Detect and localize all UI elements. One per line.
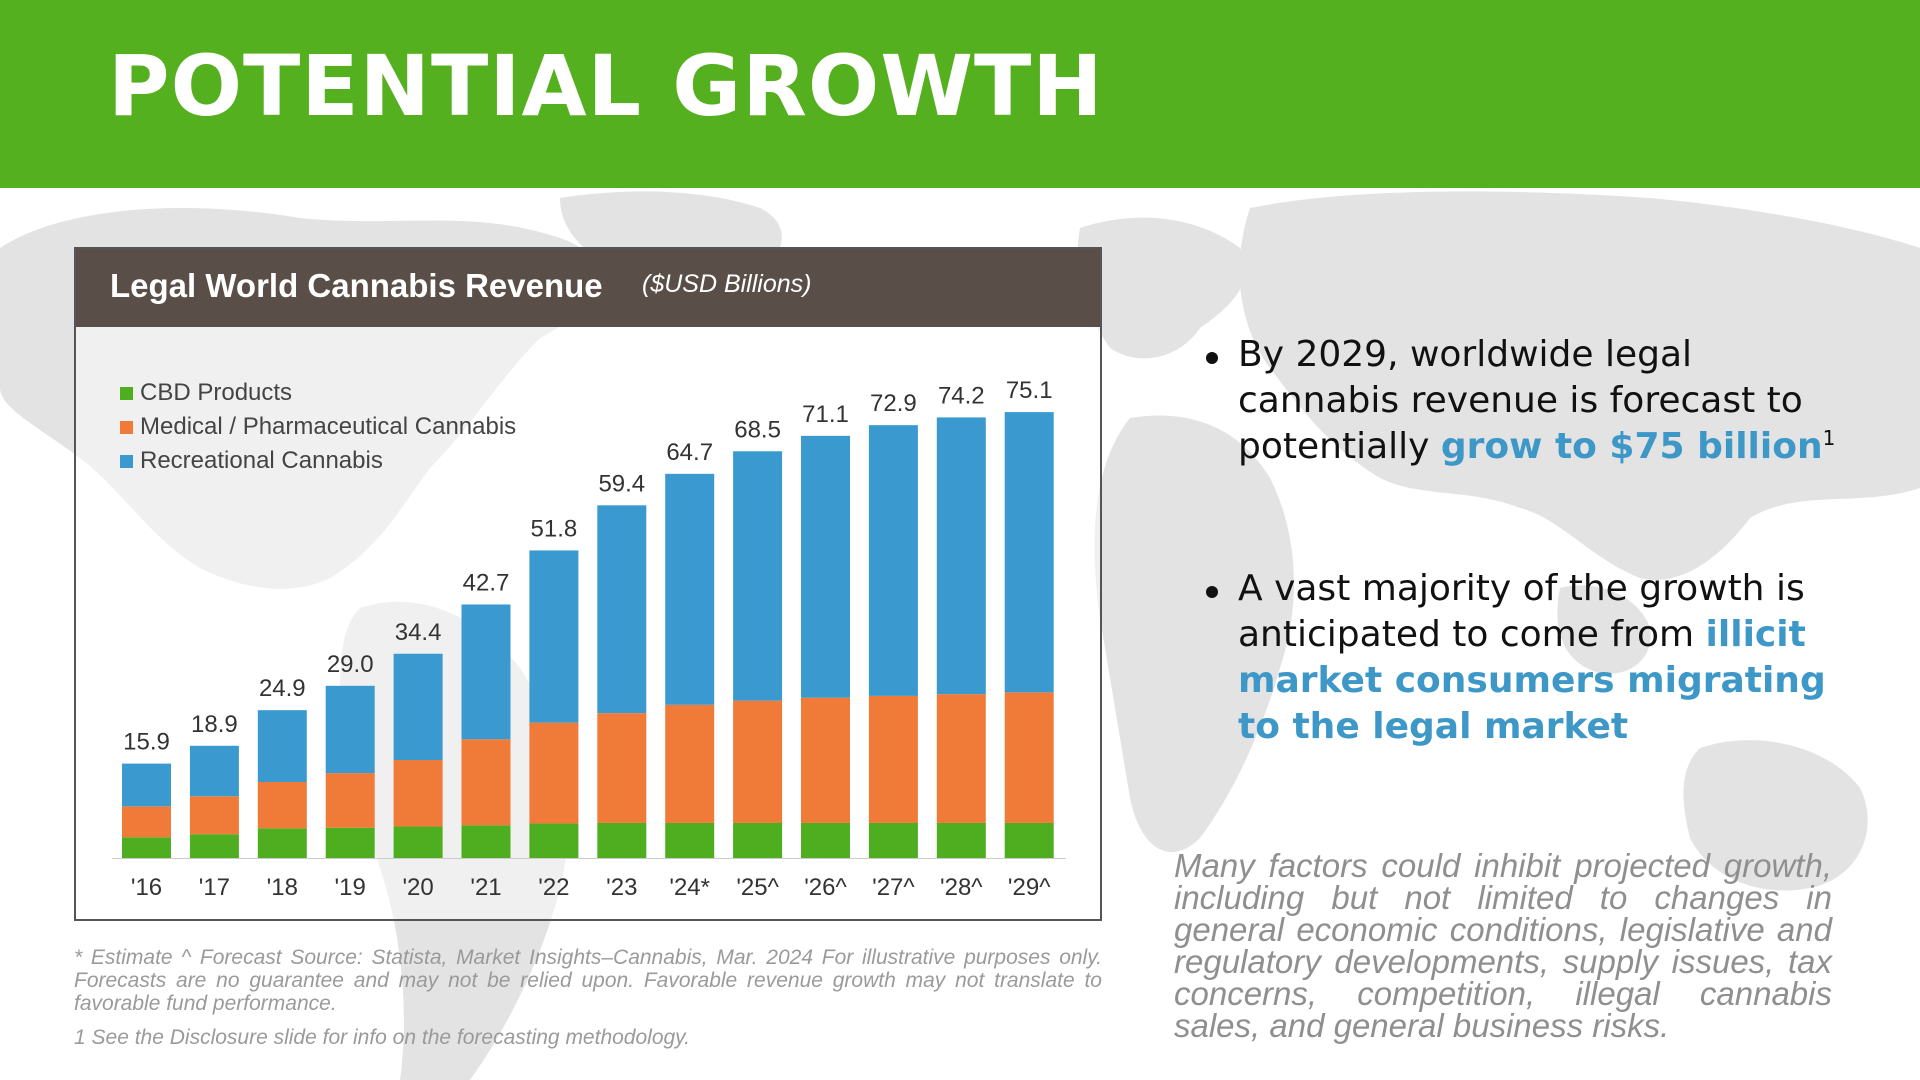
methodology-footnote: 1 See the Disclosure slide for info on t… xyxy=(74,1026,690,1049)
bar-segment-medical xyxy=(1004,692,1054,823)
bar-segment-recreational xyxy=(461,604,511,740)
page-title: POTENTIAL GROWTH xyxy=(108,37,1104,135)
bar-segment-recreational xyxy=(257,710,307,782)
bar-segment-cbd xyxy=(936,822,986,858)
bar-segment-medical xyxy=(801,697,850,823)
bullet-highlight: grow to $75 billion xyxy=(1440,426,1823,467)
x-tick-label: '29^ xyxy=(1008,874,1051,901)
chart-panel: Legal World Cannabis Revenue ($USD Billi… xyxy=(74,247,1102,921)
bar-segment-medical xyxy=(257,782,307,829)
x-tick-label: '17 xyxy=(199,874,230,901)
bar-total-label: 42.7 xyxy=(463,569,510,596)
bar-segment-medical xyxy=(868,695,918,823)
legend-label: Medical / Pharmaceutical Cannabis xyxy=(140,413,516,440)
bar-total-label: 68.5 xyxy=(734,416,781,443)
bar-segment-recreational xyxy=(733,451,783,701)
growth-disclaimer: Many factors could inhibit projected gro… xyxy=(1174,847,1832,1044)
bar-segment-cbd xyxy=(325,827,375,858)
bar-segment-cbd xyxy=(189,834,239,858)
bullet-highlight: illicit market consumers migrating to th… xyxy=(1238,614,1826,747)
bar-segment-cbd xyxy=(529,823,579,858)
bullet-text: A vast majority of the growth is anticip… xyxy=(1238,568,1805,655)
bar-segment-medical xyxy=(936,694,986,823)
bar-segment-cbd xyxy=(257,828,307,858)
bar-segment-cbd xyxy=(393,826,443,858)
x-tick-label: '27^ xyxy=(872,874,915,901)
x-tick-label: '26^ xyxy=(804,874,847,901)
x-tick-label: '16 xyxy=(131,874,162,901)
bar-segment-recreational xyxy=(529,550,579,723)
bar-total-label: 18.9 xyxy=(191,711,238,738)
bar-segment-recreational xyxy=(801,435,850,698)
bar-segment-recreational xyxy=(325,685,375,774)
bar-segment-medical xyxy=(597,713,647,823)
bullet-item: A vast majority of the growth is anticip… xyxy=(1200,566,1850,750)
x-tick-label: '23 xyxy=(606,874,637,901)
legend-label: CBD Products xyxy=(140,379,292,406)
legend-label: Recreational Cannabis xyxy=(140,447,383,474)
bullet-item: By 2029, worldwide legal cannabis revenu… xyxy=(1200,332,1850,470)
bar-segment-medical xyxy=(529,722,579,824)
bar-segment-cbd xyxy=(597,822,647,858)
x-tick-label: '18 xyxy=(267,874,298,901)
bar-segment-cbd xyxy=(1004,822,1054,858)
bar-total-label: 74.2 xyxy=(938,382,985,409)
bar-total-label: 15.9 xyxy=(123,729,170,756)
bar-segment-medical xyxy=(189,796,239,835)
bar-segment-cbd xyxy=(665,822,715,858)
bullet-text: By 2029, worldwide legal cannabis revenu… xyxy=(1238,334,1803,467)
bar-total-label: 34.4 xyxy=(395,619,442,646)
chart-subtitle: ($USD Billions) xyxy=(642,270,812,298)
bar-segment-medical xyxy=(461,739,511,826)
legend-swatch xyxy=(120,421,133,434)
bar-total-label: 24.9 xyxy=(259,675,306,702)
chart-title-bar: Legal World Cannabis Revenue ($USD Billi… xyxy=(76,249,1100,327)
chart-source-note: * Estimate ^ Forecast Source: Statista, … xyxy=(74,946,1102,1015)
legend-swatch xyxy=(120,455,133,468)
x-tick-label: '22 xyxy=(538,874,569,901)
bar-segment-medical xyxy=(733,700,783,823)
x-tick-label: '19 xyxy=(335,874,366,901)
bar-segment-recreational xyxy=(936,417,986,695)
x-tick-label: '21 xyxy=(470,874,501,901)
bar-segment-cbd xyxy=(868,822,918,858)
bar-segment-cbd xyxy=(801,822,850,858)
x-tick-label: '28^ xyxy=(940,874,983,901)
bar-total-label: 75.1 xyxy=(1006,377,1053,404)
bar-total-label: 29.0 xyxy=(327,651,374,678)
bar-segment-cbd xyxy=(733,822,783,858)
chart-title: Legal World Cannabis Revenue xyxy=(110,267,603,304)
bar-total-label: 72.9 xyxy=(870,390,917,417)
key-points: By 2029, worldwide legal cannabis revenu… xyxy=(1200,332,1850,750)
bar-segment-medical xyxy=(393,760,443,827)
bar-segment-cbd xyxy=(122,837,171,858)
bar-segment-recreational xyxy=(597,505,647,714)
bar-segment-recreational xyxy=(122,763,171,807)
bar-segment-cbd xyxy=(461,825,511,858)
revenue-bar-chart: 15.9 '16 18.9 '17 24.9 '18 29.0 '19 34.4 '20 42.7 '… xyxy=(112,377,1066,901)
bar-segment-medical xyxy=(665,704,715,823)
bullet-dot-icon xyxy=(1206,352,1218,364)
x-tick-label: '20 xyxy=(402,874,433,901)
x-tick-label: '25^ xyxy=(736,874,779,901)
bar-segment-recreational xyxy=(665,473,715,705)
footnote-marker: 1 xyxy=(1822,426,1836,450)
bar-segment-recreational xyxy=(868,425,918,696)
header-banner: POTENTIAL GROWTH xyxy=(0,0,1920,188)
legend-swatch xyxy=(120,387,133,400)
bar-total-label: 51.8 xyxy=(531,515,578,542)
bar-segment-recreational xyxy=(1004,412,1054,693)
bar-total-label: 71.1 xyxy=(802,401,849,428)
x-tick-label: '24* xyxy=(669,874,710,901)
bullet-dot-icon xyxy=(1206,586,1218,598)
bar-segment-recreational xyxy=(393,653,443,761)
bar-segment-medical xyxy=(122,806,171,838)
bar-segment-medical xyxy=(325,773,375,828)
bar-segment-recreational xyxy=(189,745,239,797)
bar-total-label: 59.4 xyxy=(598,470,645,497)
bar-total-label: 64.7 xyxy=(666,439,713,466)
